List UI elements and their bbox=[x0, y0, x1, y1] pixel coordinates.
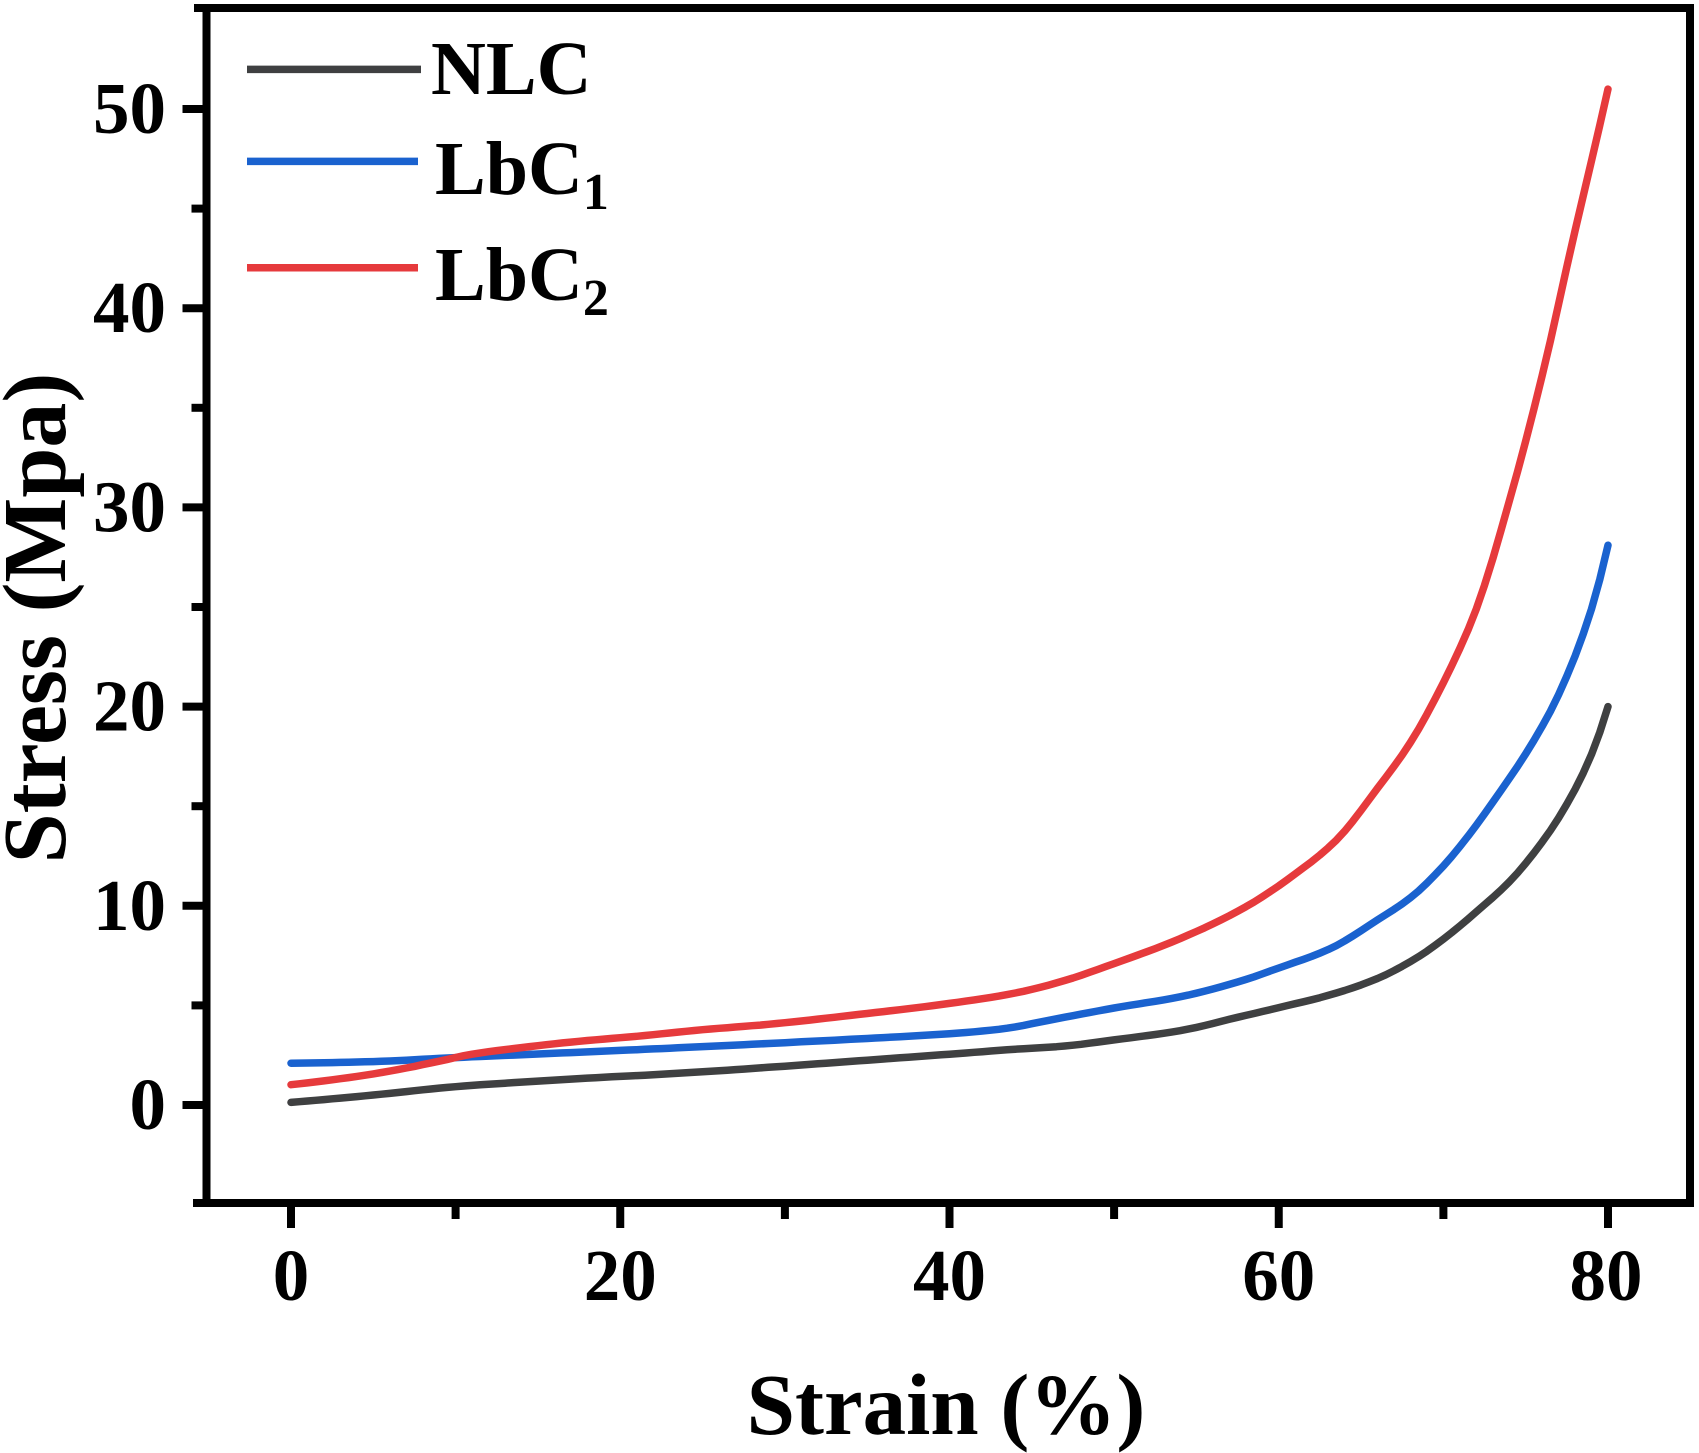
svg-text:40: 40 bbox=[913, 1235, 986, 1316]
svg-text:LbC1: LbC1 bbox=[435, 127, 609, 221]
svg-text:0: 0 bbox=[273, 1235, 310, 1316]
svg-text:20: 20 bbox=[93, 666, 166, 747]
svg-text:20: 20 bbox=[584, 1235, 657, 1316]
svg-text:0: 0 bbox=[130, 1064, 167, 1145]
svg-text:50: 50 bbox=[93, 68, 166, 149]
svg-text:60: 60 bbox=[1242, 1235, 1315, 1316]
svg-text:NLC: NLC bbox=[431, 27, 591, 111]
svg-text:Strain (%): Strain (%) bbox=[747, 1356, 1146, 1453]
svg-text:40: 40 bbox=[93, 267, 166, 348]
svg-text:30: 30 bbox=[93, 466, 166, 547]
svg-text:80: 80 bbox=[1570, 1235, 1643, 1316]
svg-text:Stress (Mpa): Stress (Mpa) bbox=[0, 373, 85, 864]
svg-text:LbC2: LbC2 bbox=[435, 233, 609, 327]
svg-text:10: 10 bbox=[93, 865, 166, 946]
